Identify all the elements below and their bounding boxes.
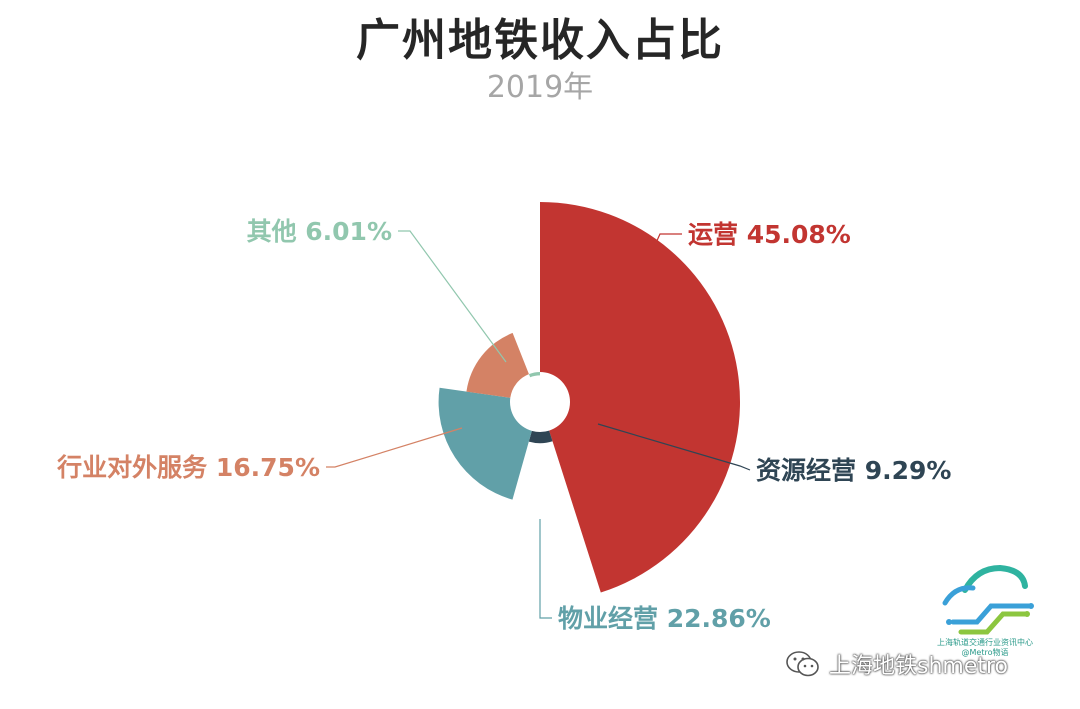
slices — [438, 202, 741, 593]
leader-line-物业经营 — [539, 519, 552, 619]
account-watermark: 上海地铁shmetro — [785, 648, 1008, 680]
slice-行业对外服务 — [466, 332, 529, 398]
slice-label-运营: 运营 45.08% — [688, 220, 851, 249]
wechat-icon — [786, 651, 819, 677]
slice-其他 — [528, 372, 540, 378]
leader-line-其他 — [398, 230, 507, 363]
slice-资源经营 — [528, 430, 553, 444]
leader-line-资源经营 — [597, 423, 751, 471]
slice-label-其他: 其他 6.01% — [247, 217, 392, 246]
chart-title: 广州地铁收入占比 — [356, 15, 724, 66]
leader-line-运营 — [654, 233, 682, 246]
leader-line-行业对外服务 — [326, 427, 463, 468]
slice-物业经营 — [438, 387, 532, 500]
logo-caption-line2: @Metro物语 — [961, 648, 1009, 657]
slice-label-行业对外服务: 行业对外服务 16.75% — [56, 453, 320, 482]
slice-label-物业经营: 物业经营 22.86% — [558, 604, 771, 633]
logo-icon — [942, 564, 1034, 635]
logo-caption-line1: 上海轨道交通行业资讯中心 — [937, 638, 1033, 647]
account-name: 上海地铁shmetro — [829, 654, 1009, 679]
chart-subtitle: 2019年 — [486, 70, 594, 105]
slice-label-资源经营: 资源经营 9.29% — [756, 456, 951, 485]
slice-运营 — [540, 202, 741, 593]
